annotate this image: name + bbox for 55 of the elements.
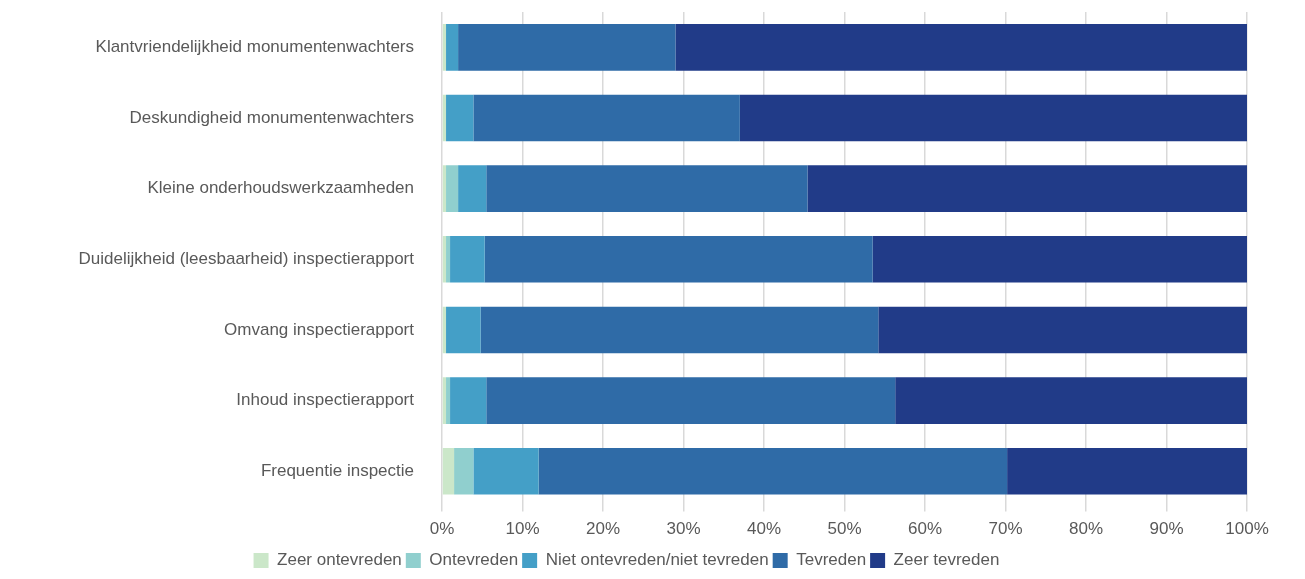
bar <box>458 24 676 71</box>
bar <box>480 306 879 354</box>
x-tick-label: 50% <box>827 519 862 539</box>
y-tick-label: Kleine onderhoudswerkzaamheden <box>147 178 414 198</box>
bar <box>446 24 459 71</box>
x-tick-label: 10% <box>505 519 540 539</box>
bar <box>446 377 451 424</box>
bar <box>454 447 474 495</box>
y-tick-label: Inhoud inspectierapport <box>236 390 415 410</box>
bar <box>473 94 740 142</box>
bar <box>807 165 1247 212</box>
bar <box>878 306 1247 354</box>
bar <box>442 306 447 354</box>
bar <box>486 377 896 424</box>
x-tick-label: 0% <box>429 519 455 539</box>
bar <box>446 306 481 354</box>
bar <box>442 447 455 495</box>
legend-label: Tevreden <box>796 550 867 570</box>
x-tick-label: 70% <box>988 519 1023 539</box>
x-tick-label: 40% <box>746 519 782 539</box>
y-tick-label: Omvang inspectierapport <box>224 319 415 339</box>
bar <box>538 447 1008 495</box>
x-tick-label: 60% <box>907 519 943 539</box>
bar <box>458 165 487 212</box>
bar <box>442 377 447 424</box>
bar <box>473 447 539 495</box>
bar <box>442 235 447 283</box>
y-tick-label: Frequentie inspectie <box>260 460 414 480</box>
bar <box>675 24 1247 71</box>
bar <box>446 165 459 212</box>
bar <box>450 235 485 283</box>
y-tick-label: Duidelijkheid (leesbaarheid) inspectierapport <box>78 248 415 268</box>
x-tick-label: 90% <box>1149 519 1184 539</box>
bar <box>739 94 1247 142</box>
x-tick-label: 80% <box>1068 519 1104 539</box>
bar <box>446 94 474 142</box>
bar <box>442 94 447 142</box>
bar <box>872 235 1247 283</box>
bar <box>895 377 1247 424</box>
bar <box>1007 447 1247 495</box>
x-tick-label: 100% <box>1225 519 1269 539</box>
bar <box>486 165 808 212</box>
legend-label: Zeer ontevreden <box>277 550 402 570</box>
legend-label: Zeer tevreden <box>893 550 1000 570</box>
bar <box>442 24 447 71</box>
legend-label: Niet ontevreden/niet tevreden <box>545 550 769 570</box>
bar <box>450 377 487 424</box>
x-tick-label: 20% <box>585 519 621 539</box>
y-tick-label: Klantvriendelijkheid monumentenwachters <box>95 37 414 57</box>
y-tick-label: Deskundigheid monumentenwachters <box>129 107 414 127</box>
legend-label: Ontevreden <box>429 550 519 570</box>
bar <box>484 235 873 283</box>
bar <box>446 235 451 283</box>
x-tick-label: 30% <box>666 519 701 539</box>
bar <box>442 165 447 212</box>
